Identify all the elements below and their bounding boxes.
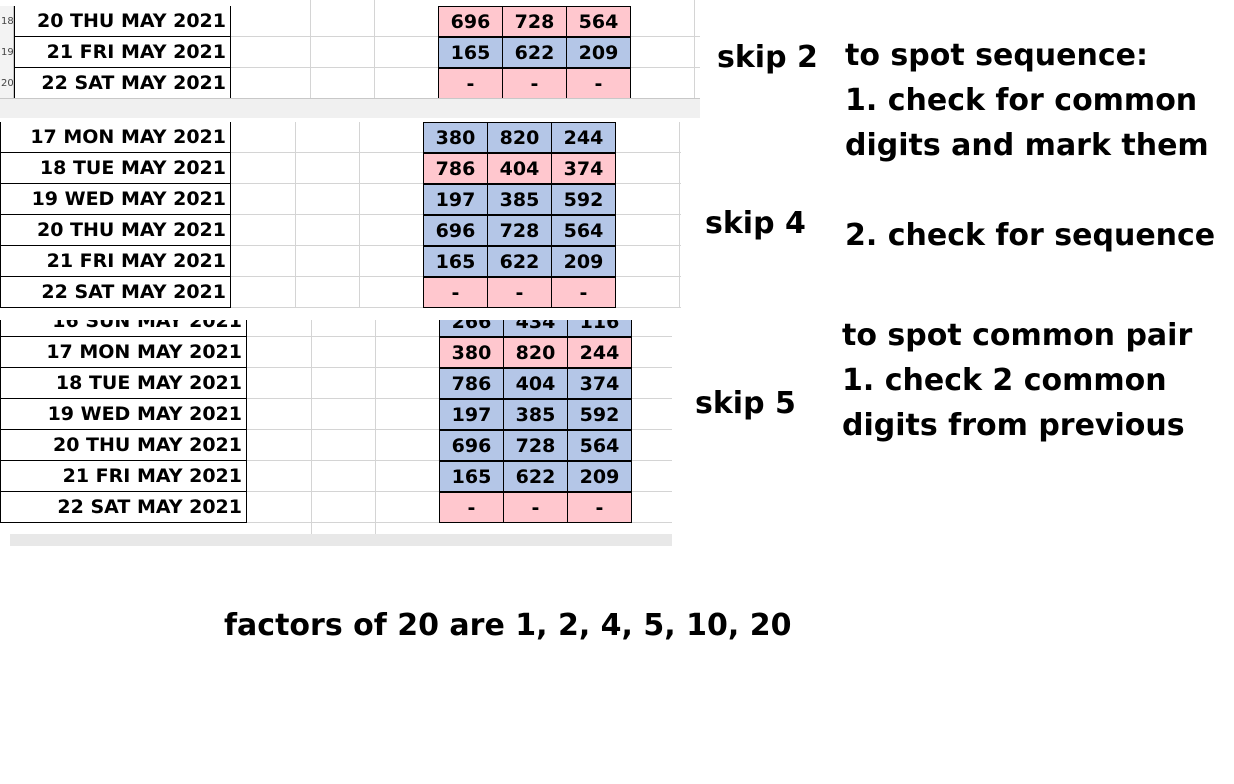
number-cell[interactable]: - — [502, 68, 567, 99]
number-cell[interactable]: - — [503, 492, 568, 523]
number-cell[interactable]: 622 — [503, 461, 568, 492]
table-row: 20 22 SAT MAY 2021- - - — [0, 68, 700, 99]
date-cell[interactable]: 20 THU MAY 2021 — [0, 215, 231, 246]
number-cell[interactable]: 696 — [438, 6, 503, 37]
table-row: 18 TUE MAY 2021 786 404 374 — [0, 153, 681, 184]
number-cell[interactable]: 404 — [503, 368, 568, 399]
number-cell[interactable]: 165 — [438, 37, 503, 68]
table-row: 19 21 FRI MAY 2021 165 622 209 — [0, 37, 700, 68]
table-row: 21 FRI MAY 2021 165 622 209 — [0, 246, 681, 277]
number-cell[interactable]: 564 — [551, 215, 616, 246]
number-cell[interactable]: - — [566, 68, 631, 99]
date-cell[interactable]: 20 THU MAY 2021 — [0, 430, 247, 461]
number-cell[interactable]: - — [423, 277, 488, 308]
table-row: 18 TUE MAY 2021 786 404 374 — [0, 368, 672, 399]
skip-5-label: skip 5 — [695, 386, 796, 421]
number-cell[interactable]: 786 — [439, 368, 504, 399]
date-cell[interactable]: 18 TUE MAY 2021 — [0, 368, 247, 399]
table-row: 21 FRI MAY 2021 165 622 209 — [0, 461, 672, 492]
number-cell[interactable]: 564 — [566, 6, 631, 37]
number-cell[interactable]: 696 — [423, 215, 488, 246]
number-cell[interactable]: 197 — [439, 399, 504, 430]
number-cell[interactable]: - — [487, 277, 552, 308]
table-row: 22 SAT MAY 2021- - - — [0, 277, 681, 308]
table-row: 22 SAT MAY 2021- - - — [0, 492, 672, 523]
table-row: 17 MON MAY 2021 380 820 244 — [0, 122, 681, 153]
number-cell[interactable]: 434 — [503, 320, 568, 337]
table-row: 20 THU MAY 2021 696 728 564 — [0, 430, 672, 461]
date-cell[interactable]: 16 SUN MAY 2021 — [0, 320, 247, 337]
number-cell[interactable]: - — [567, 492, 632, 523]
number-cell[interactable]: 385 — [487, 184, 552, 215]
date-cell[interactable]: 21 FRI MAY 2021 — [0, 246, 231, 277]
number-cell[interactable]: 244 — [551, 122, 616, 153]
number-cell[interactable]: 592 — [567, 399, 632, 430]
date-cell[interactable]: 17 MON MAY 2021 — [0, 337, 247, 368]
number-cell[interactable]: 404 — [487, 153, 552, 184]
number-cell[interactable]: - — [438, 68, 503, 99]
sequence-heading: to spot sequence: — [845, 38, 1148, 73]
factors-of-20-note: factors of 20 are 1, 2, 4, 5, 10, 20 — [224, 608, 792, 643]
row-number[interactable]: 19 — [0, 37, 14, 68]
row-number[interactable]: 18 — [0, 6, 14, 37]
date-cell[interactable]: 17 MON MAY 2021 — [0, 122, 231, 153]
date-cell[interactable]: 19 WED MAY 2021 — [0, 399, 247, 430]
table-row: 20 THU MAY 2021 696 728 564 — [0, 215, 681, 246]
number-cell[interactable]: - — [439, 492, 504, 523]
sequence-step1-line1: 1. check for common — [845, 83, 1198, 118]
date-cell[interactable]: 21 FRI MAY 2021 — [0, 461, 247, 492]
common-pair-heading: to spot common pair — [842, 318, 1193, 353]
number-cell[interactable]: 728 — [503, 430, 568, 461]
sheet-snippet-skip-4: 17 MON MAY 2021 380 820 244 18 TUE MAY 2021 7… — [0, 122, 681, 308]
number-cell[interactable]: 165 — [439, 461, 504, 492]
table-row: 19 WED MAY 2021 197 385 592 — [0, 184, 681, 215]
table-row: 16 SUN MAY 2021 266 434 116 — [0, 320, 672, 337]
number-cell[interactable]: 374 — [567, 368, 632, 399]
table-row: 18 20 THU MAY 2021 696 728 564 — [0, 6, 700, 37]
common-pair-step1-line2: digits from previous — [842, 408, 1185, 443]
skip-4-label: skip 4 — [705, 206, 806, 241]
number-cell[interactable]: 209 — [566, 37, 631, 68]
number-cell[interactable]: 786 — [423, 153, 488, 184]
row-number[interactable]: 20 — [0, 68, 14, 99]
skip-2-label: skip 2 — [717, 40, 818, 75]
number-cell[interactable]: 820 — [503, 337, 568, 368]
common-pair-step1-line1: 1. check 2 common — [842, 363, 1167, 398]
number-cell[interactable]: 728 — [502, 6, 567, 37]
date-cell[interactable]: 22 SAT MAY 2021 — [0, 492, 247, 523]
date-cell[interactable]: 21 FRI MAY 2021 — [14, 37, 231, 68]
number-cell[interactable]: 380 — [439, 337, 504, 368]
number-cell[interactable]: 209 — [551, 246, 616, 277]
number-cell[interactable]: 197 — [423, 184, 488, 215]
number-cell[interactable]: 266 — [439, 320, 504, 337]
number-cell[interactable]: 728 — [487, 215, 552, 246]
number-cell[interactable]: 385 — [503, 399, 568, 430]
number-cell[interactable]: 622 — [502, 37, 567, 68]
date-cell[interactable]: 20 THU MAY 2021 — [14, 6, 231, 37]
date-cell[interactable]: 19 WED MAY 2021 — [0, 184, 231, 215]
number-cell[interactable]: 380 — [423, 122, 488, 153]
date-cell[interactable]: 22 SAT MAY 2021 — [0, 277, 231, 308]
number-cell[interactable]: 820 — [487, 122, 552, 153]
table-row: 17 MON MAY 2021 380 820 244 — [0, 337, 672, 368]
sequence-step2: 2. check for sequence — [845, 218, 1216, 253]
sheet-snippet-skip-5: 16 SUN MAY 2021 266 434 116 17 MON MAY 2021 3… — [0, 320, 672, 546]
sheet-snippet-skip-2: 18 20 THU MAY 2021 696 728 564 19 21 FRI MAY 2… — [0, 0, 700, 118]
number-cell[interactable]: 622 — [487, 246, 552, 277]
number-cell[interactable]: 209 — [567, 461, 632, 492]
number-cell[interactable]: 592 — [551, 184, 616, 215]
number-cell[interactable]: - — [551, 277, 616, 308]
sheet-tab-bar[interactable] — [10, 534, 672, 546]
number-cell[interactable]: 374 — [551, 153, 616, 184]
number-cell[interactable]: 165 — [423, 246, 488, 277]
number-cell[interactable]: 564 — [567, 430, 632, 461]
date-cell[interactable]: 22 SAT MAY 2021 — [14, 68, 231, 99]
number-cell[interactable]: 244 — [567, 337, 632, 368]
sequence-step1-line2: digits and mark them — [845, 128, 1209, 163]
number-cell[interactable]: 696 — [439, 430, 504, 461]
table-row: 19 WED MAY 2021 197 385 592 — [0, 399, 672, 430]
number-cell[interactable]: 116 — [567, 320, 632, 337]
date-cell[interactable]: 18 TUE MAY 2021 — [0, 153, 231, 184]
